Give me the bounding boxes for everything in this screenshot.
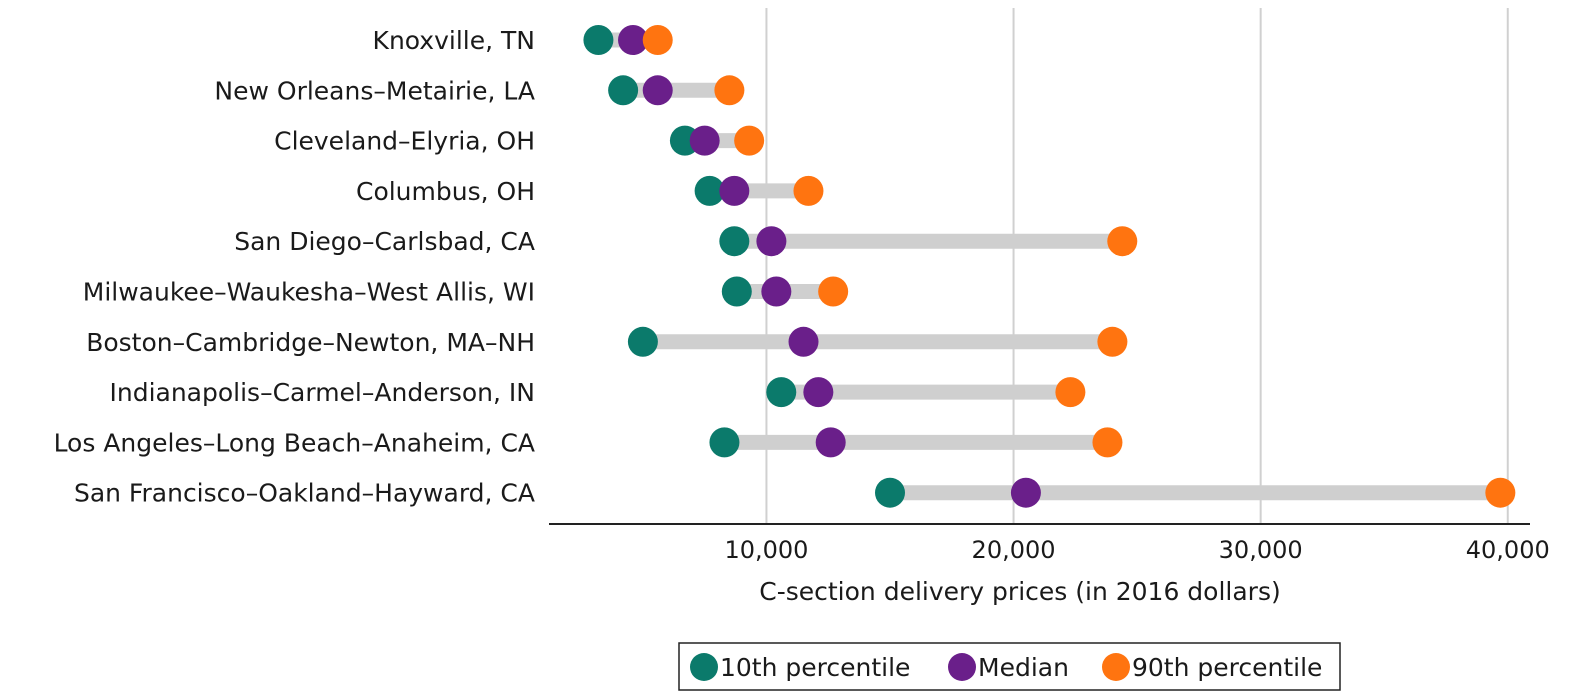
x-tick-label: 10,000 [724, 536, 808, 564]
data-point-10th-percentile [719, 226, 750, 257]
legend-items: 10th percentile Median 90th percentile [690, 653, 1322, 682]
data-points [583, 25, 1516, 508]
legend-label: 90th percentile [1132, 653, 1322, 682]
data-point-90th-percentile [1055, 377, 1086, 408]
category-label: Boston–Cambridge–Newton, MA–NH [86, 328, 535, 357]
x-tick-label: 40,000 [1466, 536, 1550, 564]
data-point-10th-percentile [694, 175, 725, 206]
data-point-90th-percentile [1107, 226, 1138, 257]
data-point-median [803, 377, 834, 408]
x-tick-label: 30,000 [1219, 536, 1303, 564]
x-tick-labels: 10,000 20,000 30,000 40,000 [724, 536, 1549, 564]
data-point-90th-percentile [818, 276, 849, 307]
category-labels: Knoxville, TN New Orleans–Metairie, LA Cle… [54, 26, 535, 508]
data-point-90th-percentile [734, 125, 765, 156]
data-point-90th-percentile [1097, 326, 1128, 357]
data-point-10th-percentile [766, 377, 797, 408]
data-point-median [756, 226, 787, 257]
category-label: Columbus, OH [356, 177, 535, 206]
category-label: Knoxville, TN [373, 26, 535, 55]
category-label: San Francisco–Oakland–Hayward, CA [74, 479, 535, 508]
legend-marker [690, 653, 718, 681]
x-tick-label: 20,000 [972, 536, 1056, 564]
data-point-10th-percentile [709, 427, 740, 458]
data-point-median [815, 427, 846, 458]
data-point-median [618, 25, 649, 55]
data-point-median [642, 75, 673, 106]
legend-item-median: Median [948, 653, 1069, 682]
legend-box [678, 642, 1341, 691]
data-point-90th-percentile [793, 175, 824, 206]
range-bars [598, 32, 1501, 501]
data-point-10th-percentile [583, 25, 614, 55]
legend-item-90th-percentile: 90th percentile [1102, 653, 1322, 682]
legend-marker [1102, 653, 1130, 681]
data-point-median [689, 125, 720, 156]
data-point-median [761, 276, 792, 307]
category-label: Indianapolis–Carmel–Anderson, IN [109, 378, 535, 407]
data-point-10th-percentile [627, 326, 658, 357]
category-label: San Diego–Carlsbad, CA [234, 227, 535, 256]
category-label: New Orleans–Metairie, LA [214, 76, 535, 105]
legend-label: Median [978, 653, 1069, 682]
data-point-median [788, 326, 819, 357]
category-label: Cleveland–Elyria, OH [274, 127, 535, 156]
legend-item-10th-percentile: 10th percentile [690, 653, 910, 682]
data-point-median [719, 175, 750, 206]
data-point-90th-percentile [642, 25, 673, 55]
category-label: Los Angeles–Long Beach–Anaheim, CA [54, 428, 535, 457]
legend-label: 10th percentile [720, 653, 910, 682]
category-label: Milwaukee–Waukesha–West Allis, WI [83, 278, 535, 307]
x-axis-title: C-section delivery prices (in 2016 dolla… [759, 577, 1280, 606]
data-point-10th-percentile [875, 477, 906, 508]
data-point-90th-percentile [1485, 477, 1516, 508]
legend-marker [948, 653, 976, 681]
data-point-90th-percentile [714, 75, 745, 106]
data-point-90th-percentile [1092, 427, 1123, 458]
data-point-median [1010, 477, 1041, 508]
legend: 10th percentile Median 90th percentile [678, 642, 1341, 691]
data-point-10th-percentile [721, 276, 752, 307]
data-point-10th-percentile [608, 75, 639, 106]
